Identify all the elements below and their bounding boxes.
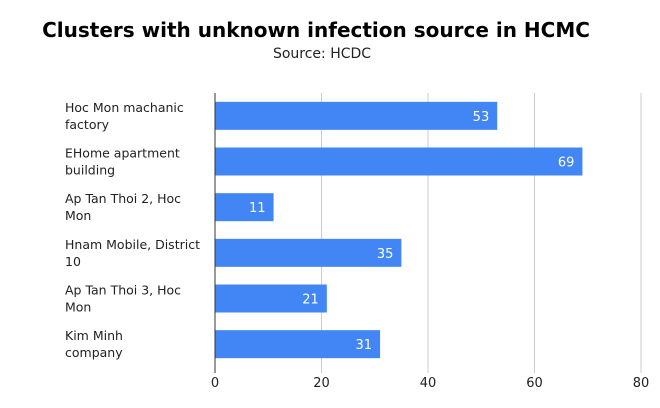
chart-title: Clusters with unknown infection source i… bbox=[42, 18, 590, 42]
bar bbox=[215, 238, 402, 267]
x-tick-label: 60 bbox=[526, 376, 543, 391]
category-label: Kim Minh company bbox=[65, 328, 123, 360]
data-label: 69 bbox=[558, 156, 575, 171]
category-label: Hnam Mobile, District 10 bbox=[65, 237, 200, 269]
x-tick-label: 0 bbox=[211, 376, 219, 391]
x-tick-label: 40 bbox=[420, 376, 437, 391]
data-label: 11 bbox=[249, 201, 266, 216]
category-label: EHome apartment building bbox=[65, 146, 180, 178]
category-label: Ap Tan Thoi 2, Hoc Mon bbox=[65, 191, 181, 223]
x-axis-ticks: 0 20 40 60 80 bbox=[211, 376, 649, 391]
data-label: 21 bbox=[302, 293, 319, 308]
gridlines bbox=[321, 93, 642, 373]
category-label: Hoc Mon machanic factory bbox=[65, 100, 184, 132]
x-tick-label: 20 bbox=[313, 376, 330, 391]
bar bbox=[215, 284, 327, 313]
bar bbox=[215, 193, 274, 222]
data-label: 53 bbox=[473, 110, 490, 125]
bar bbox=[215, 101, 498, 130]
x-tick-label: 80 bbox=[633, 376, 650, 391]
bar bbox=[215, 330, 381, 359]
category-labels: Hoc Mon machanic factory EHome apartment bu… bbox=[65, 100, 200, 360]
data-label: 35 bbox=[377, 247, 394, 262]
data-label: 31 bbox=[356, 338, 373, 353]
bar bbox=[215, 147, 583, 176]
bars: 53 69 11 35 21 31 bbox=[215, 101, 583, 359]
chart-subtitle: Source: HCDC bbox=[272, 46, 372, 62]
category-label: Ap Tan Thoi 3, Hoc Mon bbox=[65, 283, 181, 315]
